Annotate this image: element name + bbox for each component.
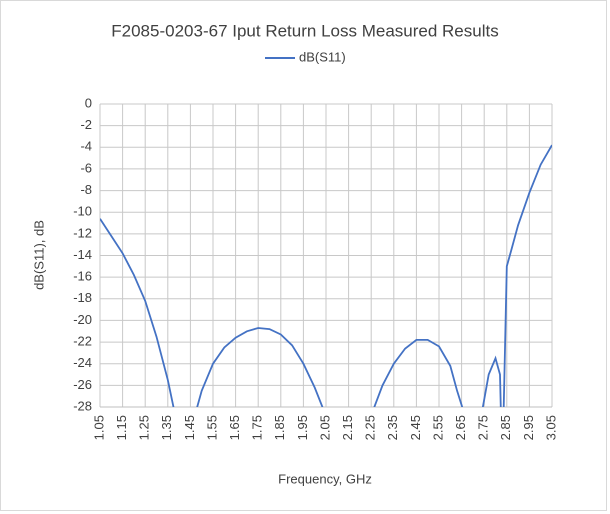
- y-tick-label: -18: [73, 290, 92, 305]
- x-tick-label: 2.95: [521, 415, 536, 440]
- x-tick-label: 1.55: [204, 415, 219, 440]
- y-tick-label: -10: [73, 204, 92, 219]
- x-tick-label: 1.75: [250, 415, 265, 440]
- x-axis-label: Frequency, GHz: [278, 471, 372, 486]
- chart-title: F2085-0203-67 Iput Return Loss Measured …: [111, 21, 498, 40]
- x-tick-label: 2.05: [317, 415, 332, 440]
- x-tick-label: 2.15: [340, 415, 355, 440]
- y-tick-label: -22: [73, 334, 92, 349]
- y-tick-label: 0: [85, 95, 92, 110]
- x-tick-label: 1.85: [272, 415, 287, 440]
- y-tick-label: -8: [80, 182, 92, 197]
- y-tick-label: -2: [80, 117, 92, 132]
- y-tick-label: -14: [73, 247, 92, 262]
- x-tick-label: 1.25: [137, 415, 152, 440]
- x-tick-label: 1.65: [227, 415, 242, 440]
- x-tick-label: 1.45: [182, 415, 197, 440]
- x-tick-label: 1.05: [91, 415, 106, 440]
- y-tick-label: -28: [73, 398, 92, 413]
- x-tick-label: 2.25: [363, 415, 378, 440]
- data-line: [100, 144, 552, 407]
- x-tick-label: 1.35: [159, 415, 174, 440]
- legend-label: dB(S11): [299, 49, 346, 64]
- y-tick-label: -6: [80, 160, 92, 175]
- y-tick-label: -16: [73, 269, 92, 284]
- x-tick-label: 2.55: [430, 415, 445, 440]
- x-tick-label: 1.15: [114, 415, 129, 440]
- x-tick-label: 3.05: [543, 415, 558, 440]
- y-axis-label: dB(S11), dB: [31, 220, 46, 290]
- x-tick-label: 2.75: [476, 415, 491, 440]
- x-tick-label: 2.65: [453, 415, 468, 440]
- y-tick-label: -12: [73, 225, 92, 240]
- x-tick-label: 2.45: [408, 415, 423, 440]
- y-tick-label: -20: [73, 312, 92, 327]
- y-tick-label: -24: [73, 355, 92, 370]
- x-tick-label: 2.35: [385, 415, 400, 440]
- y-tick-label: -26: [73, 377, 92, 392]
- y-tick-label: -4: [80, 139, 92, 154]
- x-tick-label: 1.95: [295, 415, 310, 440]
- x-tick-label: 2.85: [498, 415, 513, 440]
